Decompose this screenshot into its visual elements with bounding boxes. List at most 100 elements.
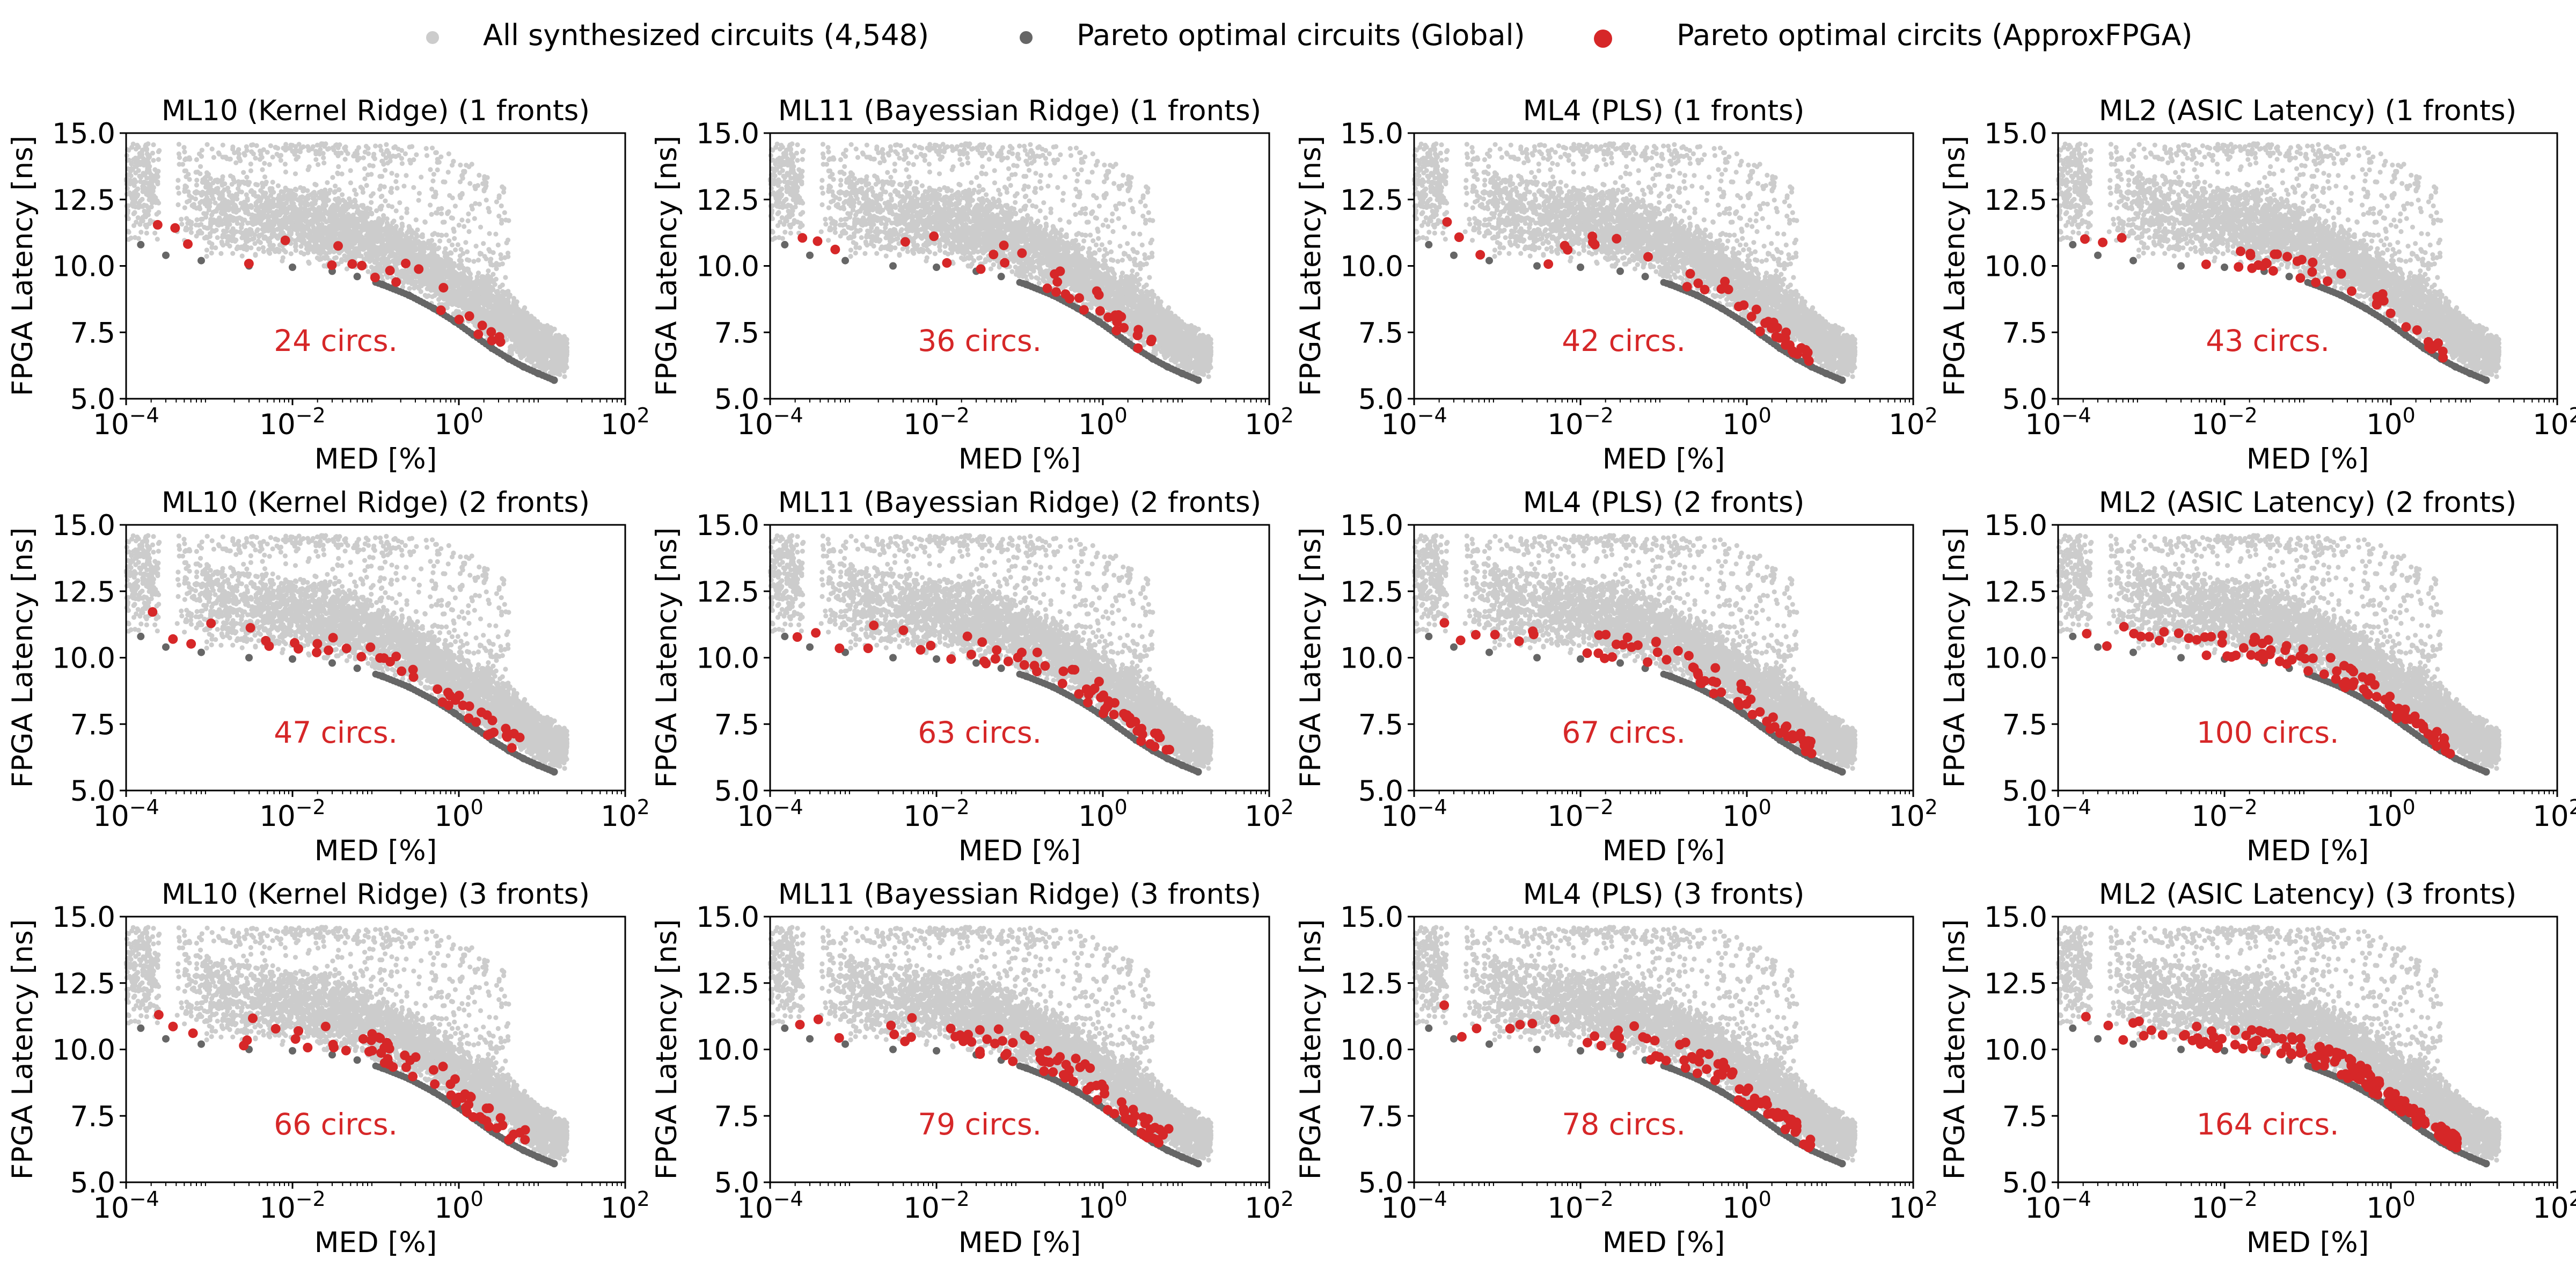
point-all-synthesized (487, 231, 492, 236)
point-all-synthesized (444, 232, 449, 238)
point-all-synthesized (370, 226, 375, 232)
point-all-synthesized (463, 240, 469, 245)
point-all-synthesized (317, 151, 323, 157)
point-all-synthesized (440, 219, 446, 225)
point-all-synthesized (428, 202, 433, 208)
point-all-synthesized (145, 193, 151, 198)
point-all-synthesized (218, 251, 224, 256)
point-all-synthesized (250, 236, 255, 242)
point-all-synthesized (350, 250, 355, 255)
point-all-synthesized (440, 295, 445, 301)
point-all-synthesized (270, 225, 275, 231)
point-all-synthesized (311, 207, 317, 212)
point-all-synthesized (275, 183, 281, 188)
point-all-synthesized (495, 242, 501, 248)
point-pareto-approxfpga (494, 332, 504, 342)
point-all-synthesized (229, 206, 234, 211)
legend-marker-approx (1594, 30, 1612, 48)
point-all-synthesized (339, 215, 345, 220)
point-all-synthesized (329, 224, 335, 230)
point-all-synthesized (208, 222, 214, 228)
point-all-synthesized (445, 170, 451, 175)
y-tick-label: 7.5 (70, 317, 115, 349)
point-all-synthesized (379, 174, 385, 179)
point-all-synthesized (352, 151, 357, 156)
point-all-synthesized (142, 202, 147, 208)
point-all-synthesized (258, 152, 264, 157)
point-all-synthesized (419, 174, 424, 180)
point-all-synthesized (233, 194, 238, 200)
point-all-synthesized (137, 222, 143, 227)
point-all-synthesized (177, 155, 182, 160)
point-all-synthesized (286, 215, 291, 221)
point-all-synthesized (399, 215, 404, 221)
point-all-synthesized (267, 162, 272, 167)
point-all-synthesized (826, 238, 831, 243)
point-all-synthesized (263, 228, 268, 233)
point-all-synthesized (544, 366, 550, 371)
point-all-synthesized (252, 241, 258, 246)
point-all-synthesized (513, 341, 518, 347)
point-all-synthesized (381, 213, 386, 218)
point-all-synthesized (451, 229, 457, 234)
point-all-synthesized (275, 203, 280, 209)
point-all-synthesized (464, 300, 469, 305)
point-all-synthesized (181, 145, 187, 150)
point-all-synthesized (477, 201, 482, 207)
point-all-synthesized (362, 166, 368, 171)
point-all-synthesized (268, 143, 273, 149)
point-all-synthesized (241, 151, 247, 156)
point-all-synthesized (500, 313, 506, 318)
point-all-synthesized (217, 215, 222, 221)
point-all-synthesized (248, 162, 253, 167)
point-all-synthesized (436, 245, 442, 251)
point-all-synthesized (324, 193, 329, 199)
point-all-synthesized (451, 158, 456, 164)
point-all-synthesized (473, 299, 478, 304)
point-pareto-approxfpga (385, 266, 395, 276)
point-all-synthesized (364, 211, 370, 216)
point-all-synthesized (389, 204, 395, 209)
point-all-synthesized (237, 229, 243, 235)
point-all-synthesized (302, 205, 308, 210)
point-all-synthesized (428, 280, 434, 286)
point-all-synthesized (313, 157, 319, 162)
point-pareto-approxfpga (347, 259, 357, 269)
point-all-synthesized (136, 236, 141, 241)
point-all-synthesized (482, 314, 488, 320)
point-all-synthesized (471, 289, 476, 295)
point-all-synthesized (487, 248, 493, 254)
circuit-count-annotation: 24 circs. (274, 324, 398, 358)
point-all-synthesized (516, 346, 522, 352)
point-all-synthesized (487, 319, 493, 325)
point-all-synthesized (496, 294, 501, 299)
point-all-synthesized (295, 155, 301, 160)
point-all-synthesized (371, 154, 376, 159)
point-all-synthesized (407, 226, 412, 231)
point-all-synthesized (538, 340, 543, 345)
point-all-synthesized (319, 228, 325, 233)
point-all-synthesized (502, 210, 507, 215)
point-all-synthesized (182, 205, 187, 210)
point-all-synthesized (365, 145, 371, 151)
point-all-synthesized (380, 218, 386, 223)
point-all-synthesized (420, 257, 426, 262)
point-all-synthesized (545, 323, 550, 328)
point-all-synthesized (336, 187, 342, 193)
point-all-synthesized (380, 268, 385, 274)
point-all-synthesized (468, 275, 473, 281)
point-all-synthesized (179, 222, 185, 227)
point-all-synthesized (211, 155, 216, 160)
point-all-synthesized (146, 208, 151, 214)
point-all-synthesized (219, 189, 225, 195)
point-all-synthesized (175, 202, 181, 208)
point-all-synthesized (458, 162, 463, 168)
point-all-synthesized (155, 198, 160, 203)
point-all-synthesized (494, 266, 499, 272)
point-all-synthesized (557, 346, 562, 351)
point-all-synthesized (378, 204, 384, 209)
point-all-synthesized (239, 253, 245, 259)
point-all-synthesized (256, 246, 261, 252)
point-all-synthesized (194, 217, 200, 223)
point-all-synthesized (487, 209, 492, 215)
